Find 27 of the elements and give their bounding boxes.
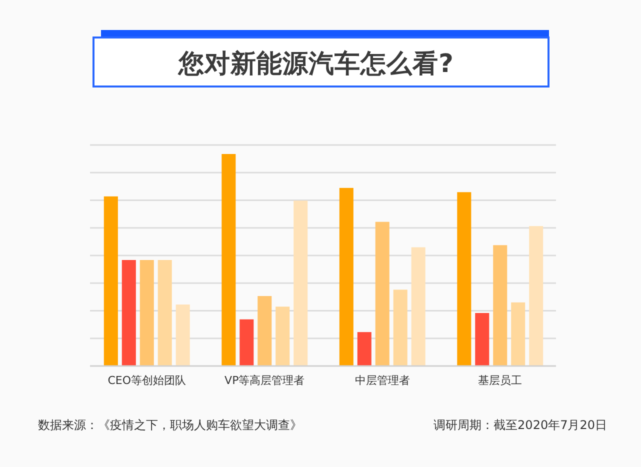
bar (276, 306, 290, 366)
bar (475, 313, 490, 366)
x-tick-label: CEO等创始团队 (108, 374, 186, 387)
bar (357, 332, 372, 366)
bar (493, 245, 508, 366)
bar (375, 222, 390, 366)
chart-title: 您对新能源汽车怎么看? (178, 49, 454, 79)
x-tick-label: 基层员工 (478, 374, 522, 387)
bar (393, 290, 408, 366)
bar (140, 260, 154, 366)
bar (158, 260, 172, 366)
x-tick-label: 中层管理者 (354, 374, 410, 387)
bar (104, 196, 118, 366)
bar (529, 226, 544, 366)
bar (176, 304, 190, 366)
x-tick-label: VP等高层管理者 (224, 374, 305, 387)
bar (411, 247, 426, 366)
bar (258, 296, 272, 366)
source-note: 数据来源：《疫情之下，职场人购车欲望大调查》 (38, 418, 302, 432)
text: 调研周期：截至2020年7月20日 (434, 418, 607, 432)
bar (457, 192, 472, 366)
bar (122, 260, 136, 366)
bar (294, 200, 308, 366)
bar (511, 302, 526, 366)
bar (240, 319, 254, 366)
bar (339, 188, 354, 366)
bar (222, 154, 236, 366)
